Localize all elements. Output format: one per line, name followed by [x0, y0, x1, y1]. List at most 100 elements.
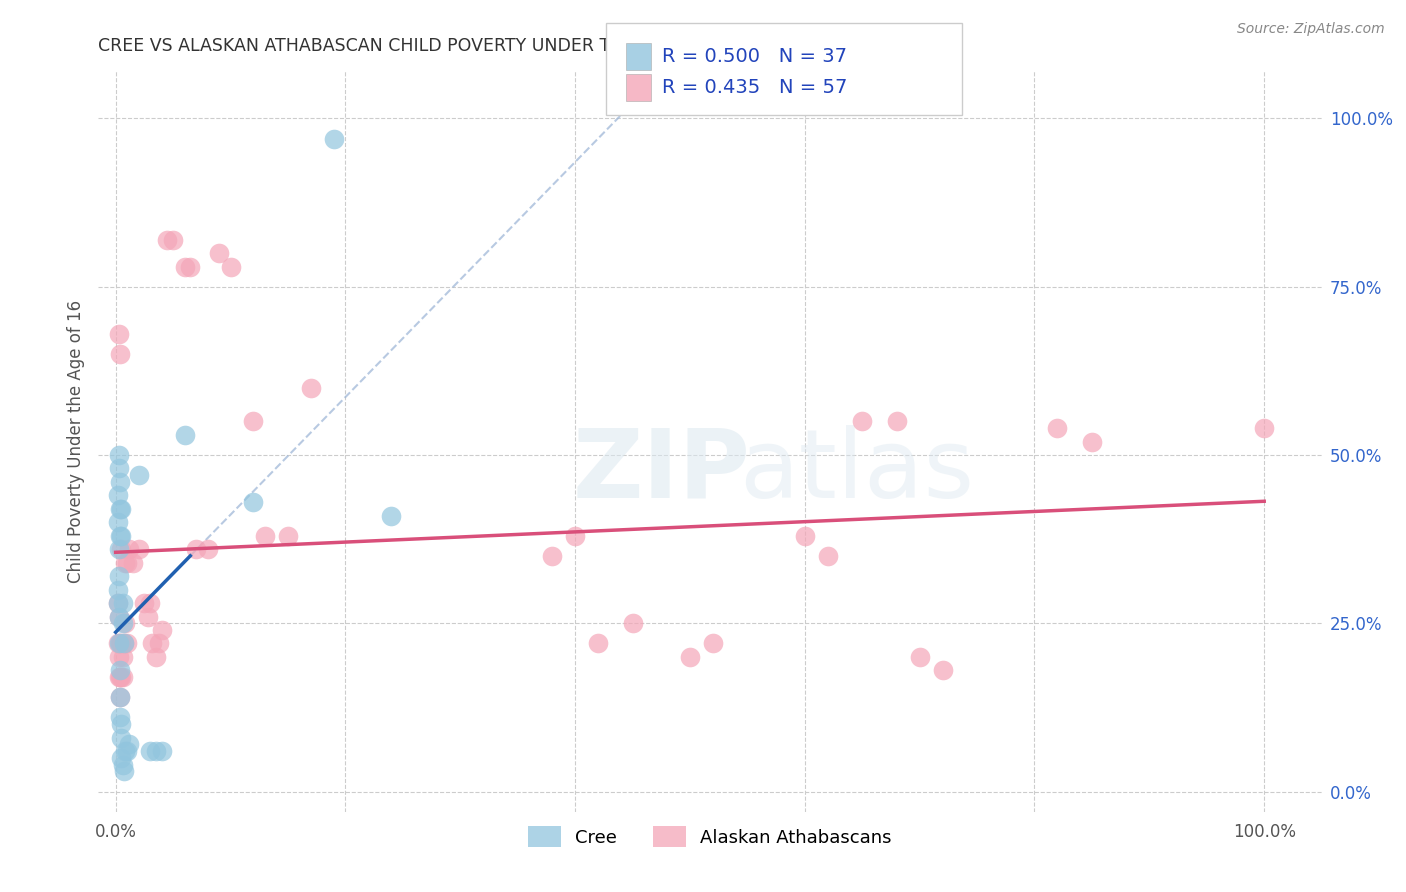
Point — [110, 731, 132, 745]
Point — [108, 448, 131, 462]
Point — [110, 529, 132, 543]
Point — [145, 649, 167, 664]
Point — [112, 636, 135, 650]
Point — [110, 717, 132, 731]
Point — [110, 690, 132, 705]
Point — [110, 751, 132, 765]
Point — [1253, 421, 1275, 435]
Point — [128, 468, 150, 483]
Point — [110, 542, 132, 557]
Point — [134, 596, 156, 610]
Point — [107, 516, 129, 530]
Point — [111, 649, 134, 664]
Text: atlas: atlas — [740, 425, 974, 517]
Point — [114, 556, 136, 570]
Point — [110, 636, 132, 650]
Text: Source: ZipAtlas.com: Source: ZipAtlas.com — [1237, 22, 1385, 37]
Point — [112, 764, 135, 779]
Point — [118, 542, 141, 557]
Point — [110, 529, 132, 543]
Point — [148, 636, 170, 650]
Point — [931, 664, 953, 678]
Point — [107, 636, 129, 650]
Point — [380, 508, 402, 523]
Point — [541, 549, 564, 563]
Point — [1081, 434, 1104, 449]
Point — [108, 609, 131, 624]
Point — [110, 690, 132, 705]
Point — [139, 744, 162, 758]
Text: R = 0.435   N = 57: R = 0.435 N = 57 — [662, 78, 848, 97]
Point — [145, 744, 167, 758]
Point — [1046, 421, 1069, 435]
Point — [115, 556, 138, 570]
Point — [184, 542, 207, 557]
Point — [111, 670, 134, 684]
Point — [150, 623, 173, 637]
Text: R = 0.500   N = 37: R = 0.500 N = 37 — [662, 47, 848, 66]
Point — [108, 636, 131, 650]
Point — [219, 260, 242, 274]
Point — [817, 549, 839, 563]
Text: ZIP: ZIP — [572, 425, 749, 517]
Point — [108, 542, 131, 557]
Point — [150, 744, 173, 758]
Text: CREE VS ALASKAN ATHABASCAN CHILD POVERTY UNDER THE AGE OF 16 CORRELATION CHART: CREE VS ALASKAN ATHABASCAN CHILD POVERTY… — [98, 37, 928, 54]
Point — [110, 670, 132, 684]
Point — [242, 414, 264, 428]
Point — [108, 670, 131, 684]
Point — [107, 582, 129, 597]
Point — [242, 495, 264, 509]
Point — [156, 233, 179, 247]
Point — [128, 542, 150, 557]
Point — [136, 609, 159, 624]
Point — [208, 246, 231, 260]
Point — [108, 609, 131, 624]
Point — [179, 260, 201, 274]
Point — [108, 569, 131, 583]
Point — [110, 501, 132, 516]
Point — [253, 529, 276, 543]
Point — [112, 636, 135, 650]
Point — [793, 529, 815, 543]
Point — [322, 131, 344, 145]
Point — [111, 757, 134, 772]
Point — [702, 636, 724, 650]
Point — [108, 461, 131, 475]
Point — [110, 636, 132, 650]
Point — [886, 414, 908, 428]
Point — [110, 347, 132, 361]
Point — [277, 529, 299, 543]
Point — [110, 670, 132, 684]
Point — [173, 260, 195, 274]
Point — [586, 636, 609, 650]
Point — [110, 475, 132, 489]
Point — [107, 488, 129, 502]
Y-axis label: Child Poverty Under the Age of 16: Child Poverty Under the Age of 16 — [66, 300, 84, 583]
Point — [107, 596, 129, 610]
Point — [122, 556, 145, 570]
Point — [564, 529, 586, 543]
Point — [115, 744, 138, 758]
Point — [679, 649, 702, 664]
Point — [197, 542, 219, 557]
Point — [162, 233, 184, 247]
Point — [299, 381, 322, 395]
Point — [108, 326, 131, 341]
Point — [110, 501, 132, 516]
Point — [851, 414, 873, 428]
Point — [118, 738, 141, 752]
Point — [173, 427, 195, 442]
Point — [621, 616, 644, 631]
Point — [139, 596, 162, 610]
Point — [908, 649, 931, 664]
Point — [114, 616, 136, 631]
Legend: Cree, Alaskan Athabascans: Cree, Alaskan Athabascans — [522, 819, 898, 855]
Point — [108, 649, 131, 664]
Point — [110, 664, 132, 678]
Point — [110, 710, 132, 724]
Point — [111, 596, 134, 610]
Point — [114, 744, 136, 758]
Point — [111, 616, 134, 631]
Point — [141, 636, 163, 650]
